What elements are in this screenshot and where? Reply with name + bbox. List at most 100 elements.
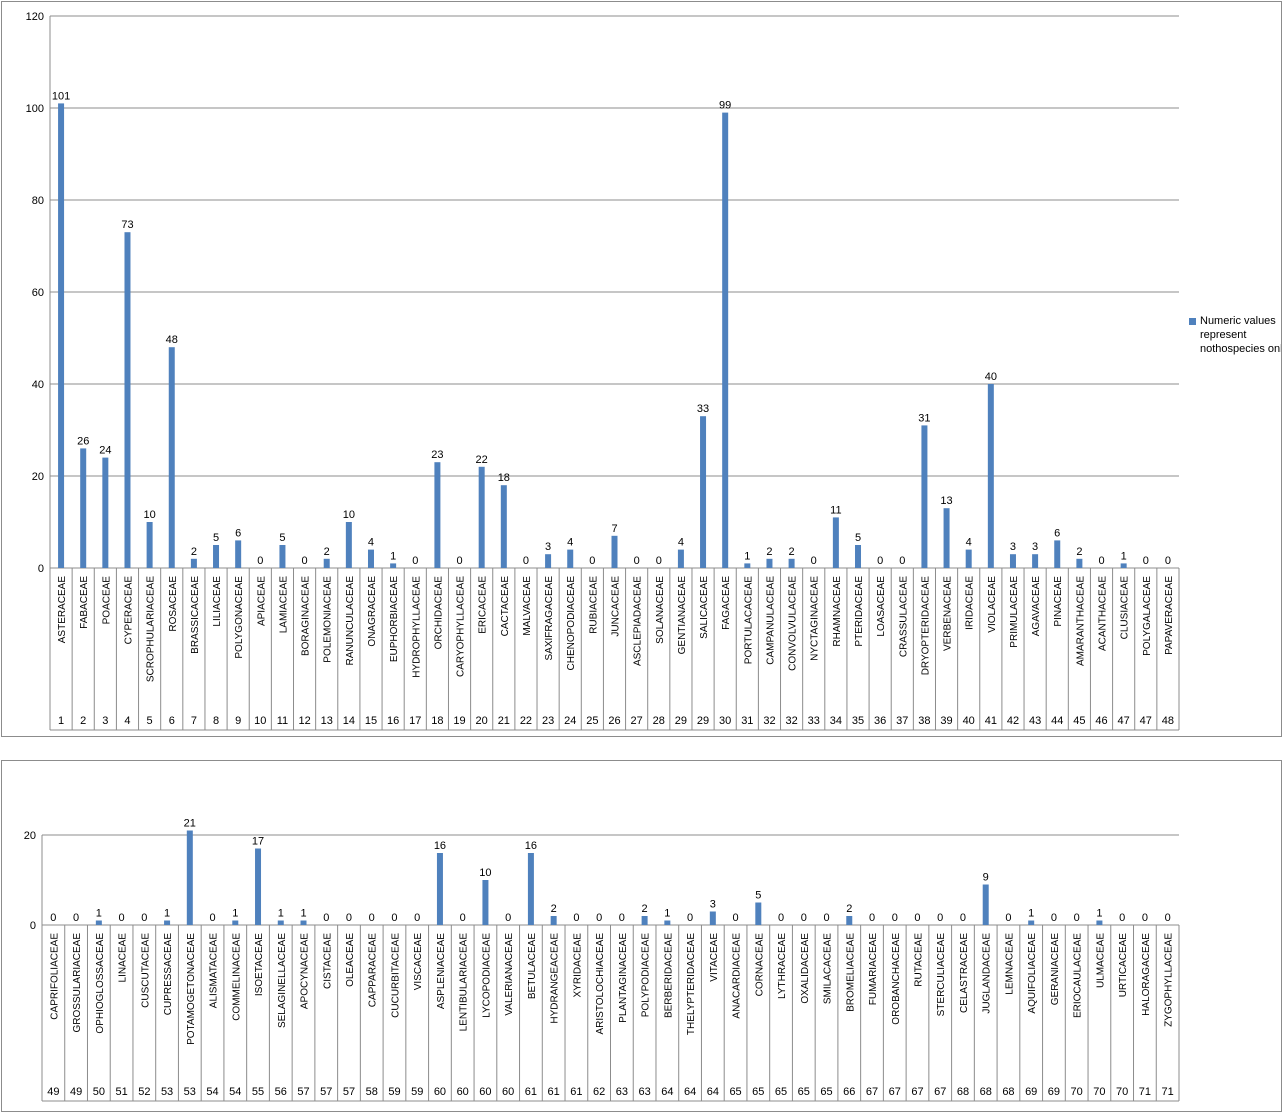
chart1-category-label: CHENOPODIACEAE (566, 576, 577, 671)
chart1-rank-label: 6 (169, 715, 175, 727)
chart2-category-label: LYCOPODIACEAE (481, 933, 492, 1018)
chart1-data-label: 13 (940, 495, 952, 507)
chart2-category-label: OROBANCHACEAE (891, 933, 902, 1025)
chart1-data-label: 24 (99, 445, 111, 457)
chart2-data-label: 0 (460, 912, 466, 924)
chart1-data-label: 3 (545, 541, 551, 553)
chart1-rank-label: 44 (1051, 715, 1063, 727)
chart2-category-label: GERANIACEAE (1050, 933, 1061, 1006)
chart1-bar (567, 549, 574, 568)
chart1-rank-label: 11 (277, 715, 288, 727)
chart2-rank-label: 68 (980, 1086, 992, 1098)
chart1-data-label: 3 (1010, 541, 1016, 553)
chart2-category-label: CELASTRACEAE (959, 933, 970, 1013)
chart1-category-label: SALICACEAE (699, 576, 710, 639)
chart1-category-label: VERBENACEAE (943, 576, 954, 651)
chart1-bar (213, 545, 220, 568)
chart1-rank-label: 38 (918, 715, 930, 727)
chart1-data-label: 7 (611, 523, 617, 535)
chart1-bar (855, 545, 862, 568)
chart2-category-label: FUMARIACEAE (868, 933, 879, 1006)
chart1-category-label: SAXIFRAGACEAE (544, 576, 555, 661)
chart1-data-label: 1 (390, 550, 396, 562)
chart2-bar (982, 884, 989, 925)
chart1-rank-label: 12 (298, 715, 310, 727)
chart2-category-label: CUCURBITACEAE (390, 933, 401, 1018)
chart2-bar (641, 916, 648, 925)
chart2-data-label: 1 (96, 908, 102, 920)
chart1-data-label: 2 (324, 546, 330, 558)
chart2-data-label: 0 (346, 912, 352, 924)
chart1-bar (367, 549, 374, 568)
chart2-category-label: ANACARDIACEAE (732, 933, 743, 1019)
chart2-category-label: BERBERIDACEAE (663, 933, 674, 1018)
chart2-rank-label: 65 (775, 1086, 787, 1098)
chart1-category-label: CAMPANULACEAE (765, 576, 776, 665)
chart1-rank-label: 27 (631, 715, 643, 727)
chart2-data-label: 2 (551, 903, 557, 915)
chart2-rank-label: 65 (752, 1086, 764, 1098)
chart1-data-label: 10 (343, 509, 355, 521)
chart2-bar (436, 853, 443, 925)
chart1-rank-label: 21 (498, 715, 510, 727)
chart1-legend-swatch (1189, 318, 1196, 325)
chart1-category-label: JUNCACEAE (611, 576, 622, 637)
chart2-y-tick-label: 20 (24, 830, 36, 842)
chart1-bar (434, 462, 441, 568)
chart2-rank-label: 61 (570, 1086, 582, 1098)
chart2-rank-label: 56 (275, 1086, 287, 1098)
chart1-rank-label: 24 (564, 715, 576, 727)
chart2-rank-label: 59 (388, 1086, 400, 1098)
chart2-category-label: POTAMOGETONACEAE (186, 933, 197, 1045)
chart1-rank-label: 23 (542, 715, 554, 727)
chart1-rank-label: 1 (58, 715, 64, 727)
chart1-category-label: AMARANTHACEAE (1075, 576, 1086, 666)
chart1-bar (921, 425, 928, 568)
chart2-rank-label: 49 (47, 1086, 59, 1098)
chart1-bar (58, 103, 65, 569)
chart2-bar (1096, 920, 1103, 925)
chart1-bar (1032, 554, 1039, 568)
chart1-data-label: 26 (77, 435, 89, 447)
chart1-data-label: 22 (476, 454, 488, 466)
chart1-category-label: POACEAE (101, 576, 112, 625)
chart1-rank-label: 37 (896, 715, 908, 727)
chart1-data-label: 3 (1032, 541, 1038, 553)
chart1-bar (323, 558, 330, 568)
chart2-data-label: 17 (252, 836, 264, 848)
chart1-category-label: ASCLEPIADACEAE (633, 576, 644, 666)
chart1-data-label: 0 (811, 555, 817, 567)
chart2-category-label: ISOETACEAE (254, 933, 265, 996)
chart-panel-1: 0 20 40 60 80 100 120 101 ASTERACEAE 1 26 FABACEAE 2… (1, 1, 1288, 737)
chart1-bar (722, 112, 729, 568)
chart1-category-label: RUBIACEAE (588, 576, 599, 634)
chart1-category-label: ERICACEAE (478, 576, 489, 634)
chart2-category-label: THELYPTERIDACEAE (686, 933, 697, 1035)
chart1-category-label: LAMIACEAE (278, 576, 289, 634)
chart2-rank-label: 66 (843, 1086, 855, 1098)
chart1-category-label: BORAGINACEAE (301, 576, 312, 656)
chart1-y-tick-label: 40 (32, 379, 44, 391)
chart1-bar (766, 558, 773, 568)
chart1-rank-label: 16 (387, 715, 399, 727)
chart1-bar (124, 232, 131, 568)
chart1-data-label: 40 (985, 371, 997, 383)
chart1-category-label: CLUSIACEAE (1120, 576, 1131, 640)
chart1-category-label: AGAVACEAE (1031, 576, 1042, 637)
chart2-data-label: 2 (846, 903, 852, 915)
chart1-bar (500, 485, 507, 568)
chart1-rank-label: 2 (80, 715, 86, 727)
chart1-bar (700, 416, 707, 568)
chart1-bar (965, 549, 972, 568)
chart1-category-label: FABACEAE (79, 576, 90, 629)
chart2-category-label: XYRIDACEAE (572, 933, 583, 998)
chart2-rank-label: 71 (1162, 1086, 1174, 1098)
chart2-data-label: 0 (391, 912, 397, 924)
chart1-y-tick-label: 100 (26, 103, 44, 115)
chart1-bar (390, 563, 397, 568)
chart2-category-label: POLYPODIACEAE (641, 933, 652, 1018)
chart1-bar (987, 384, 994, 568)
chart1-y-tick-label: 60 (32, 287, 44, 299)
chart1-data-label: 0 (302, 555, 308, 567)
chart1-category-label: ONAGRACEAE (367, 576, 378, 647)
